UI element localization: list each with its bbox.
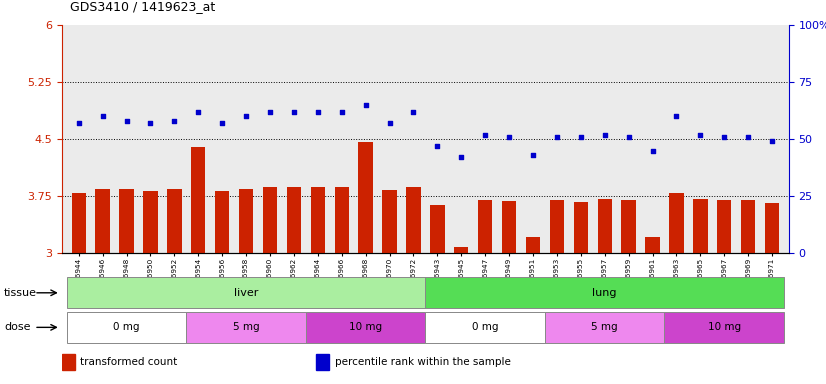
Bar (119, 189, 134, 253)
Point (622, 134, 635, 140)
Bar (306, 312, 425, 343)
Text: percentile rank within the sample: percentile rank within the sample (335, 357, 510, 367)
Bar (191, 147, 206, 253)
Point (478, 132, 491, 138)
Bar (72, 192, 86, 253)
Text: 10 mg: 10 mg (349, 322, 382, 333)
Bar (550, 200, 564, 253)
Point (287, 109, 301, 115)
Bar (425, 312, 545, 343)
Bar (358, 142, 373, 253)
Bar (67, 312, 187, 343)
Point (502, 134, 515, 140)
Point (670, 113, 683, 119)
Point (72, 120, 85, 126)
Bar (287, 187, 301, 253)
Bar (597, 199, 612, 253)
Point (766, 138, 779, 144)
Point (192, 109, 205, 115)
Bar (430, 205, 444, 253)
Bar (263, 187, 278, 253)
Point (718, 134, 731, 140)
Text: 0 mg: 0 mg (472, 322, 498, 333)
Point (263, 109, 277, 115)
Bar (693, 199, 708, 253)
Bar (335, 187, 349, 253)
Text: transformed count: transformed count (80, 357, 178, 367)
Point (694, 132, 707, 138)
Point (407, 109, 420, 115)
Text: GDS3410 / 1419623_at: GDS3410 / 1419623_at (70, 0, 216, 13)
Point (742, 134, 755, 140)
Point (574, 134, 587, 140)
Text: 5 mg: 5 mg (591, 322, 618, 333)
Text: 5 mg: 5 mg (233, 322, 259, 333)
Bar (316, 354, 330, 370)
Text: lung: lung (592, 288, 617, 298)
Bar (741, 200, 755, 253)
Point (359, 102, 373, 108)
Bar (167, 189, 182, 253)
Bar (454, 247, 468, 253)
Bar (67, 277, 425, 308)
Bar (425, 277, 784, 308)
Bar (311, 187, 325, 253)
Bar (526, 237, 540, 253)
Point (144, 120, 157, 126)
Bar (239, 189, 254, 253)
Point (454, 154, 468, 161)
Bar (96, 189, 110, 253)
Bar (717, 200, 732, 253)
Text: tissue: tissue (4, 288, 37, 298)
Point (240, 113, 253, 119)
Point (383, 120, 396, 126)
Text: liver: liver (234, 288, 259, 298)
Point (646, 147, 659, 154)
Bar (621, 200, 636, 253)
Bar (187, 312, 306, 343)
Point (598, 132, 611, 138)
Point (550, 134, 563, 140)
Bar (62, 354, 75, 370)
Bar (664, 312, 784, 343)
Bar (382, 190, 396, 253)
Bar (765, 203, 779, 253)
Point (216, 120, 229, 126)
Point (335, 109, 349, 115)
Point (120, 118, 133, 124)
Point (96, 113, 109, 119)
Bar (478, 200, 492, 253)
Text: 10 mg: 10 mg (708, 322, 741, 333)
Point (430, 143, 444, 149)
Text: 0 mg: 0 mg (113, 322, 140, 333)
Point (168, 118, 181, 124)
Bar (645, 237, 660, 253)
Bar (545, 312, 664, 343)
Bar (502, 201, 516, 253)
Text: dose: dose (4, 322, 31, 333)
Bar (143, 191, 158, 253)
Bar (573, 202, 588, 253)
Point (311, 109, 325, 115)
Point (526, 152, 539, 158)
Bar (669, 192, 684, 253)
Bar (406, 187, 420, 253)
Bar (215, 191, 230, 253)
